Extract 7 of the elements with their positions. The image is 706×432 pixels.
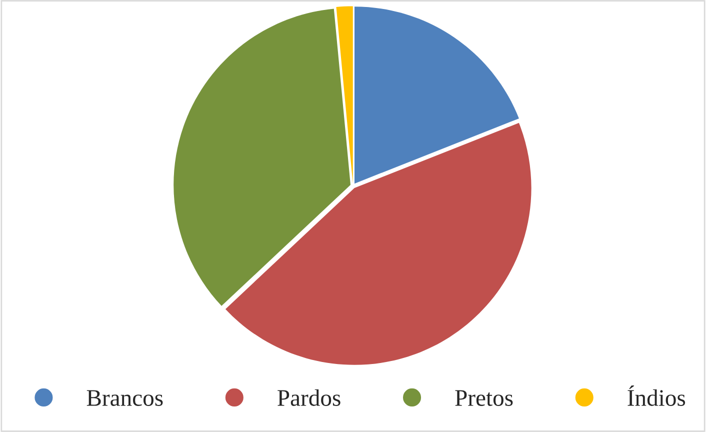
legend-label: Brancos xyxy=(86,390,163,406)
pie-slice xyxy=(336,6,353,184)
pie-slice xyxy=(174,8,351,306)
legend-label: Índios xyxy=(628,386,686,406)
legend-label: Pretos xyxy=(455,390,513,406)
pie-slice xyxy=(354,6,519,184)
legend-label: Pardos xyxy=(278,389,340,406)
